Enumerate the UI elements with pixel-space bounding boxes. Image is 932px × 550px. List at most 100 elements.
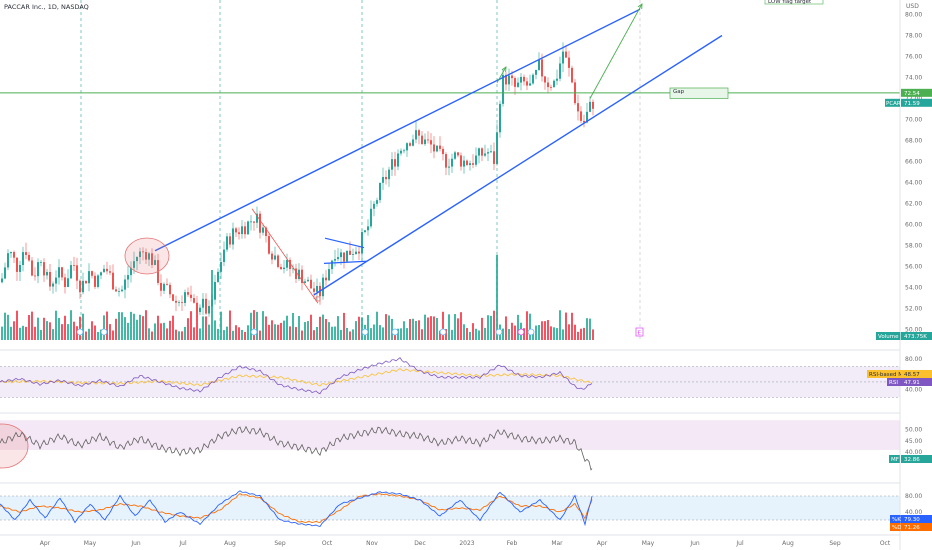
volume-bar <box>58 317 60 340</box>
volume-bar <box>16 310 18 340</box>
volume-bar <box>169 320 171 340</box>
volume-bar <box>478 330 480 340</box>
level-tag-label: 72.54 <box>904 91 920 97</box>
candle-body <box>559 63 561 79</box>
volume-bar <box>385 314 387 340</box>
volume-bar <box>409 319 411 340</box>
volume-bar <box>109 324 111 340</box>
volume-bar <box>358 316 360 340</box>
volume-bar <box>367 315 369 340</box>
event-marker-icon <box>517 328 525 336</box>
volume-bar <box>460 312 462 340</box>
volume-bar <box>481 317 483 340</box>
candle-body <box>514 78 516 87</box>
volume-bar <box>223 330 225 340</box>
candle-body <box>493 151 495 164</box>
time-tick-label: Sep <box>829 540 841 547</box>
candle-body <box>10 252 12 254</box>
volume-bar <box>400 328 402 340</box>
candle-body <box>535 69 537 75</box>
volume-bar <box>517 314 519 340</box>
candle-body <box>79 280 81 293</box>
candle-body <box>586 111 588 123</box>
volume-bar <box>115 318 117 340</box>
volume-bar <box>49 322 51 340</box>
candle-body <box>229 236 231 245</box>
time-tick-label: Jul <box>735 540 744 547</box>
volume-bar <box>469 331 471 340</box>
volume-bar <box>88 328 90 340</box>
volume-bar <box>64 315 66 340</box>
volume-bar <box>346 327 348 340</box>
rsi-ma-value-tag <box>901 370 932 378</box>
candle-body <box>550 87 552 88</box>
volume-bar <box>85 331 87 340</box>
candle-body <box>505 74 507 85</box>
candle-body <box>418 130 420 136</box>
volume-bar <box>463 324 465 340</box>
volume-bar <box>199 328 201 340</box>
event-marker-icon <box>527 328 535 336</box>
mf-band <box>0 420 900 450</box>
volume-bar <box>370 328 372 340</box>
candle-body <box>22 252 24 265</box>
time-tick-label: Mar <box>551 540 563 547</box>
candle-body <box>466 160 468 165</box>
candle-body <box>544 76 546 83</box>
candle-body <box>337 257 339 260</box>
candles <box>1 42 594 318</box>
candle-body <box>442 148 444 155</box>
volume-bar <box>316 326 318 340</box>
price-tick-label: 74.00 <box>905 75 922 82</box>
candle-body <box>64 277 66 288</box>
time-tick-label: 2023 <box>459 540 474 547</box>
event-marker-icon <box>391 328 399 336</box>
volume-bar <box>277 324 279 340</box>
event-marker-icon <box>495 328 503 336</box>
candle-body <box>478 148 480 156</box>
volume-bar <box>265 316 267 340</box>
volume-bar <box>28 314 30 340</box>
ticker-price-label: 71.59 <box>904 101 920 107</box>
candle-body <box>244 226 246 235</box>
channel-lower <box>313 34 723 296</box>
candle-body <box>517 82 519 87</box>
volume-bar <box>229 310 231 340</box>
time-tick-label: Jun <box>130 540 141 547</box>
volume-bar <box>427 317 429 340</box>
time-tick-label: May <box>642 540 655 547</box>
volume-bar <box>472 323 474 340</box>
candle-body <box>538 59 540 70</box>
time-tick-label: Dec <box>414 540 426 547</box>
rsi-tag <box>887 378 902 386</box>
stoch-d-tag-name: %D <box>892 525 901 531</box>
breakout-arrow <box>496 66 507 83</box>
candle-body <box>430 140 432 145</box>
volume-bar <box>580 328 582 340</box>
candle-body <box>334 259 336 261</box>
candle-body <box>4 267 6 279</box>
time-tick-label: Aug <box>224 540 236 547</box>
volume-bar <box>556 328 558 340</box>
volume-bar <box>373 324 375 340</box>
volume-bar <box>268 324 270 340</box>
candle-body <box>13 252 15 258</box>
volume-bar <box>178 331 180 340</box>
volume-bar <box>82 313 84 340</box>
candle-body <box>427 139 429 141</box>
candle-body <box>106 268 108 272</box>
volume-bar <box>325 319 327 340</box>
volume-bar <box>565 312 567 340</box>
volume-bar <box>511 322 513 340</box>
rsi-value-tag <box>901 378 932 386</box>
volume-bar <box>40 330 42 340</box>
volume-bar <box>214 320 216 340</box>
candle-body <box>592 101 594 109</box>
indicator-bands <box>0 366 900 520</box>
candle-body <box>460 155 462 167</box>
mf-tick-label: 40.00 <box>905 449 922 456</box>
volume-bar <box>439 330 441 340</box>
candle-body <box>127 275 129 280</box>
candle-body <box>124 279 126 290</box>
rsi-line <box>0 357 593 395</box>
